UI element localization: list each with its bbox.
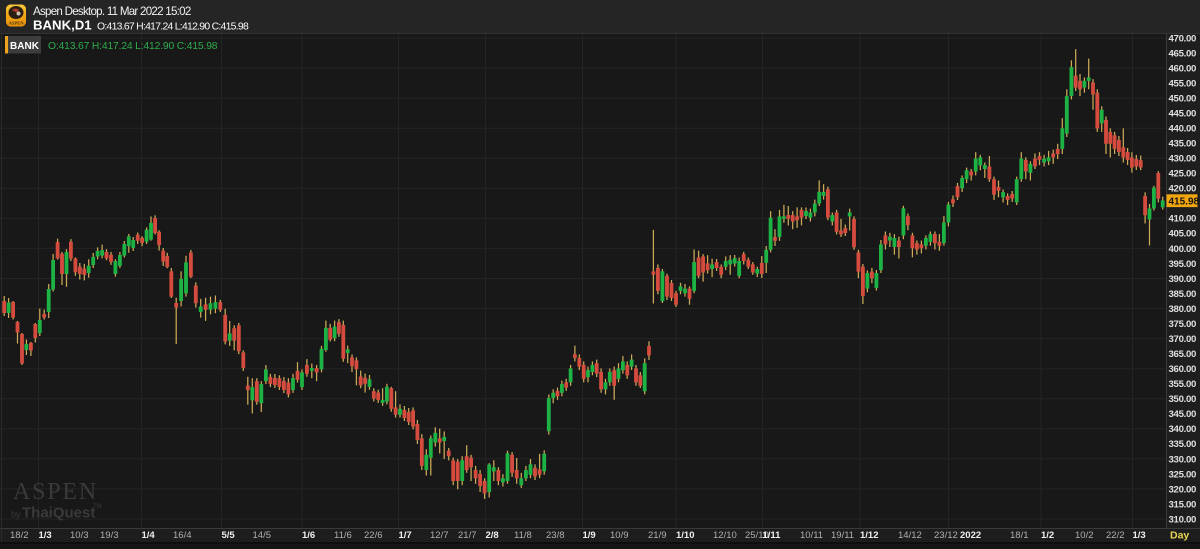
svg-text:2/8: 2/8 xyxy=(486,530,499,541)
svg-text:10/9: 10/9 xyxy=(610,530,629,541)
svg-text:14/5: 14/5 xyxy=(253,530,272,541)
svg-text:1/3: 1/3 xyxy=(1133,530,1146,541)
svg-text:380.00: 380.00 xyxy=(1169,304,1197,315)
svg-text:375.00: 375.00 xyxy=(1169,319,1197,330)
svg-text:420.00: 420.00 xyxy=(1169,184,1197,195)
svg-text:10/3: 10/3 xyxy=(70,530,89,541)
svg-text:410.00: 410.00 xyxy=(1169,214,1197,225)
svg-text:12/10: 12/10 xyxy=(713,530,737,541)
svg-text:470.00: 470.00 xyxy=(1169,33,1197,44)
svg-text:460.00: 460.00 xyxy=(1169,63,1197,74)
svg-text:360.00: 360.00 xyxy=(1169,364,1197,375)
svg-text:BANK,D1: BANK,D1 xyxy=(33,18,92,33)
svg-text:by: by xyxy=(11,510,21,520)
svg-text:22/2: 22/2 xyxy=(1106,530,1125,541)
svg-text:400.00: 400.00 xyxy=(1169,244,1197,255)
svg-text:450.00: 450.00 xyxy=(1169,93,1197,104)
svg-text:18/2: 18/2 xyxy=(10,530,29,541)
svg-text:405.00: 405.00 xyxy=(1169,229,1197,240)
svg-text:415.98: 415.98 xyxy=(1169,196,1200,207)
svg-text:1/6: 1/6 xyxy=(302,530,315,541)
svg-text:1/10: 1/10 xyxy=(676,530,695,541)
svg-text:1/3: 1/3 xyxy=(39,530,52,541)
svg-text:Aspen Desktop. 11 Mar 2022 15:: Aspen Desktop. 11 Mar 2022 15:02 xyxy=(33,5,191,18)
svg-text:ASPEN: ASPEN xyxy=(8,21,24,26)
svg-text:O:413.67 H:417.24 L:412.90 C:4: O:413.67 H:417.24 L:412.90 C:415.98 xyxy=(97,22,249,33)
svg-text:18/1: 18/1 xyxy=(1010,530,1029,541)
svg-text:BANK: BANK xyxy=(10,41,40,52)
svg-text:O:413.67 H:417.24 L:412.90 C:4: O:413.67 H:417.24 L:412.90 C:415.98 xyxy=(48,41,218,52)
svg-text:2022: 2022 xyxy=(960,530,981,541)
svg-text:430.00: 430.00 xyxy=(1169,154,1197,165)
svg-text:370.00: 370.00 xyxy=(1169,334,1197,345)
svg-text:11/8: 11/8 xyxy=(514,530,532,541)
svg-text:440.00: 440.00 xyxy=(1169,124,1197,135)
svg-text:385.00: 385.00 xyxy=(1169,289,1197,300)
svg-text:465.00: 465.00 xyxy=(1169,48,1197,59)
svg-text:310.00: 310.00 xyxy=(1169,514,1197,525)
svg-text:1/2: 1/2 xyxy=(1041,530,1054,541)
svg-text:25/10: 25/10 xyxy=(745,530,769,541)
svg-text:11/6: 11/6 xyxy=(334,530,352,541)
svg-text:23/12: 23/12 xyxy=(934,530,958,541)
svg-text:345.00: 345.00 xyxy=(1169,409,1197,420)
svg-text:21/7: 21/7 xyxy=(458,530,477,541)
svg-text:TM: TM xyxy=(93,504,102,510)
svg-text:23/8: 23/8 xyxy=(546,530,565,541)
svg-text:425.00: 425.00 xyxy=(1169,169,1197,180)
svg-text:445.00: 445.00 xyxy=(1169,109,1197,120)
svg-text:10/2: 10/2 xyxy=(1075,530,1094,541)
svg-text:335.00: 335.00 xyxy=(1169,439,1197,450)
svg-text:455.00: 455.00 xyxy=(1169,78,1197,89)
svg-text:1/7: 1/7 xyxy=(399,530,412,541)
svg-text:10/11: 10/11 xyxy=(800,530,823,541)
svg-text:12/7: 12/7 xyxy=(430,530,449,541)
svg-text:Day: Day xyxy=(1170,530,1189,542)
svg-text:1/12: 1/12 xyxy=(860,530,879,541)
svg-text:5/5: 5/5 xyxy=(222,530,236,541)
svg-text:1/11: 1/11 xyxy=(763,530,782,541)
svg-text:21/9: 21/9 xyxy=(648,530,667,541)
svg-text:ThaiQuest: ThaiQuest xyxy=(22,505,95,522)
svg-text:330.00: 330.00 xyxy=(1169,454,1197,465)
svg-text:315.00: 315.00 xyxy=(1169,499,1197,510)
svg-text:340.00: 340.00 xyxy=(1169,424,1197,435)
svg-text:ASPEN: ASPEN xyxy=(13,479,98,505)
svg-text:395.00: 395.00 xyxy=(1169,259,1197,270)
svg-text:1/4: 1/4 xyxy=(142,530,156,541)
svg-text:19/11: 19/11 xyxy=(831,530,854,541)
svg-text:14/12: 14/12 xyxy=(898,530,922,541)
svg-text:435.00: 435.00 xyxy=(1169,139,1197,150)
svg-text:365.00: 365.00 xyxy=(1169,349,1197,360)
svg-text:19/3: 19/3 xyxy=(100,530,119,541)
svg-text:1/9: 1/9 xyxy=(583,530,596,541)
svg-text:16/4: 16/4 xyxy=(173,530,192,541)
svg-text:390.00: 390.00 xyxy=(1169,274,1197,285)
svg-text:350.00: 350.00 xyxy=(1169,394,1197,405)
svg-text:355.00: 355.00 xyxy=(1169,379,1197,390)
svg-text:22/6: 22/6 xyxy=(364,530,383,541)
svg-text:320.00: 320.00 xyxy=(1169,484,1197,495)
svg-text:325.00: 325.00 xyxy=(1169,469,1197,480)
